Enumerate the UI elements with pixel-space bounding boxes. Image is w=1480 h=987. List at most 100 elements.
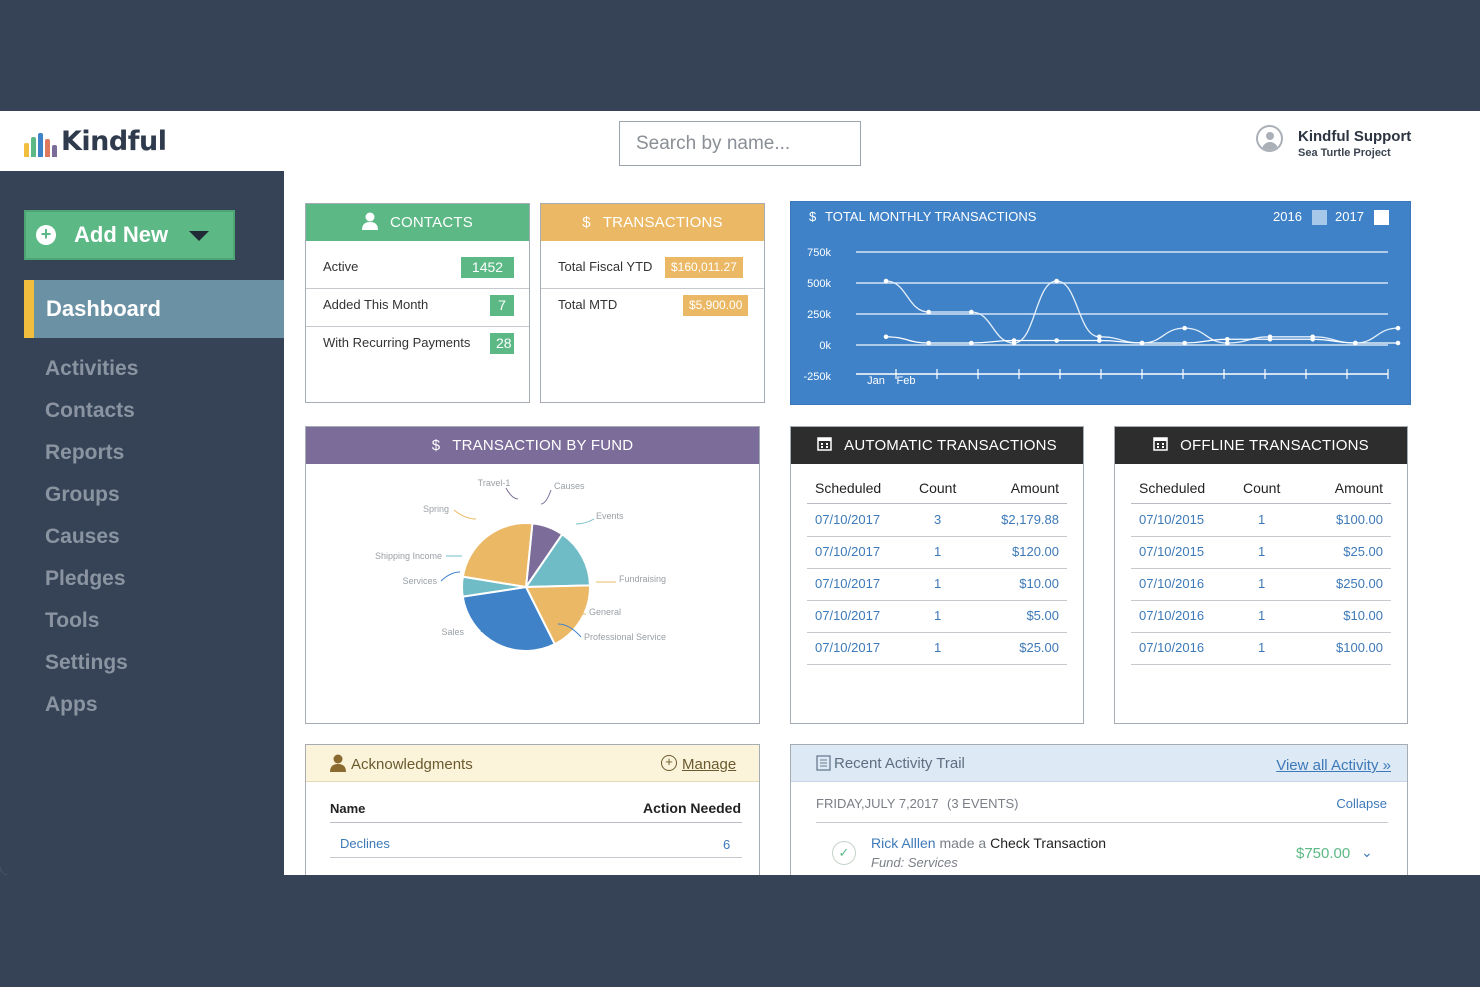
pie-leader-line [453, 509, 477, 520]
pie-leader-line [440, 571, 461, 582]
table-row[interactable]: 07/10/2017 3 $2,179.88 [791, 512, 1083, 536]
legend-2016-swatch [1312, 210, 1327, 225]
row-count: 1 [934, 640, 942, 655]
pie-slice [524, 532, 592, 589]
column-header-count: Count [1243, 480, 1281, 496]
automatic-transactions-panel: AUTOMATIC TRANSACTIONS Scheduled Count Amo… [790, 426, 1084, 724]
fund-panel: $ TRANSACTION BY FUND Travel-1 Causes Even… [305, 426, 760, 724]
app-window: Kindful Kindful Support Sea Turtle Proje… [0, 111, 1480, 875]
sidebar-item-apps[interactable]: Apps [45, 693, 98, 716]
sidebar-item-contacts[interactable]: Contacts [45, 399, 135, 422]
y-tick-label: 250k [807, 309, 831, 321]
row-date: 07/10/2015 [1139, 512, 1205, 527]
declines-link[interactable]: Declines [340, 836, 390, 851]
row-amount: $100.00 [1336, 512, 1383, 527]
table-row[interactable]: 07/10/2016 1 $250.00 [1115, 576, 1407, 600]
view-all-activity-link[interactable]: View all Activity » [1276, 757, 1391, 774]
manage-link[interactable]: Manage [682, 756, 737, 773]
data-point [1097, 334, 1102, 340]
activity-panel: Recent Activity Trail View all Activity … [790, 744, 1408, 875]
x-tick-label: Jan [867, 375, 885, 387]
table-row[interactable]: 07/10/2017 1 $5.00 [791, 608, 1083, 632]
contacts-header: CONTACTS [306, 204, 529, 241]
data-point [1225, 340, 1230, 346]
table-row[interactable]: 07/10/2016 1 $100.00 [1115, 640, 1407, 664]
search-input[interactable] [619, 121, 861, 166]
offline-transactions-panel: OFFLINE TRANSACTIONS Scheduled Count Amoun… [1114, 426, 1408, 724]
sidebar-item-reports[interactable]: Reports [45, 441, 125, 464]
table-row[interactable]: 07/10/2017 1 $25.00 [791, 640, 1083, 664]
kindful-logo[interactable]: Kindful [24, 127, 167, 157]
y-tick-label: -250k [803, 371, 831, 383]
data-point [1267, 336, 1273, 342]
row-count: 1 [934, 576, 942, 591]
fund-header: $ TRANSACTION BY FUND [306, 427, 759, 464]
pie-leader-line [505, 487, 519, 500]
pie-leader-line [480, 621, 497, 633]
user-name[interactable]: Kindful Support [1298, 128, 1412, 145]
chevron-down-icon[interactable] [189, 231, 209, 241]
table-row[interactable]: 07/10/2015 1 $25.00 [1115, 544, 1407, 568]
monthly-transactions-chart: $ TOTAL MONTHLY TRANSACTIONS 2016 2017 7… [790, 201, 1411, 405]
person-icon [362, 212, 378, 234]
person-icon [330, 754, 346, 777]
list-icon [816, 755, 831, 776]
sidebar-item-settings[interactable]: Settings [45, 651, 128, 674]
divider [330, 857, 742, 858]
pie-slice [524, 584, 591, 646]
sidebar-item-groups[interactable]: Groups [45, 483, 120, 506]
sidebar-item-pledges[interactable]: Pledges [45, 567, 126, 590]
calendar-icon [817, 436, 832, 455]
row-amount: $25.00 [1343, 544, 1383, 559]
pie-label: Professional Service [584, 632, 666, 642]
expand-chevron-icon[interactable]: ⌄ [1361, 844, 1373, 860]
row-date: 07/10/2017 [815, 576, 881, 591]
pie-slice [461, 585, 557, 652]
data-point [1182, 325, 1187, 331]
top-bar: Kindful Kindful Support Sea Turtle Proje… [0, 111, 1480, 171]
recurring-count-badge: 28 [490, 333, 514, 354]
contacts-panel: CONTACTS Active 1452 Added This Month 7 … [305, 203, 530, 403]
divider [816, 822, 1388, 823]
divider [807, 536, 1067, 537]
add-new-button[interactable]: + Add New [24, 210, 235, 260]
row-amount: $250.00 [1336, 576, 1383, 591]
active-count-badge: 1452 [461, 257, 514, 278]
acknowledgments-header: Acknowledgments + Manage [306, 745, 759, 782]
declines-count[interactable]: 6 [723, 837, 731, 852]
data-point [1054, 338, 1059, 343]
row-date: 07/10/2016 [1139, 640, 1205, 655]
activity-contact-link[interactable]: Rick Alllen [871, 835, 936, 851]
data-point [1395, 340, 1401, 346]
data-point [1225, 336, 1230, 342]
transactions-row-label: Total Fiscal YTD [558, 259, 653, 274]
pie-slice [461, 522, 534, 589]
calendar-icon [1153, 436, 1168, 455]
user-avatar-icon[interactable] [1256, 125, 1283, 152]
table-row[interactable]: 07/10/2017 1 $10.00 [791, 576, 1083, 600]
logo-bars-icon [24, 133, 57, 157]
data-point [1310, 336, 1315, 342]
divider [807, 503, 1067, 504]
sidebar-item-tools[interactable]: Tools [45, 609, 100, 632]
activity-amount: $750.00 [1296, 845, 1351, 862]
acknowledgments-panel: Acknowledgments + Manage Name Action Nee… [305, 744, 760, 875]
table-row[interactable]: 07/10/2015 1 $100.00 [1115, 512, 1407, 536]
fund-pie-chart: Travel-1 Causes Events Spring Shipping Incom… [375, 478, 666, 652]
row-date: 07/10/2017 [815, 608, 881, 623]
row-amount: $10.00 [1019, 576, 1059, 591]
divider [807, 632, 1067, 633]
sidebar-item-dashboard[interactable]: Dashboard [24, 280, 284, 338]
activity-event-count: (3 EVENTS) [947, 796, 1019, 811]
data-point [926, 340, 931, 346]
table-row[interactable]: 07/10/2017 1 $120.00 [791, 544, 1083, 568]
collapse-link[interactable]: Collapse [1336, 796, 1387, 811]
data-point [926, 309, 931, 315]
sidebar-item-causes[interactable]: Causes [45, 525, 120, 548]
table-row[interactable]: 07/10/2016 1 $10.00 [1115, 608, 1407, 632]
legend-2017-swatch [1374, 210, 1389, 225]
row-amount: $25.00 [1019, 640, 1059, 655]
sidebar-item-activities[interactable]: Activities [45, 357, 139, 380]
user-org: Sea Turtle Project [1298, 147, 1391, 159]
add-circle-icon: + [661, 755, 677, 771]
